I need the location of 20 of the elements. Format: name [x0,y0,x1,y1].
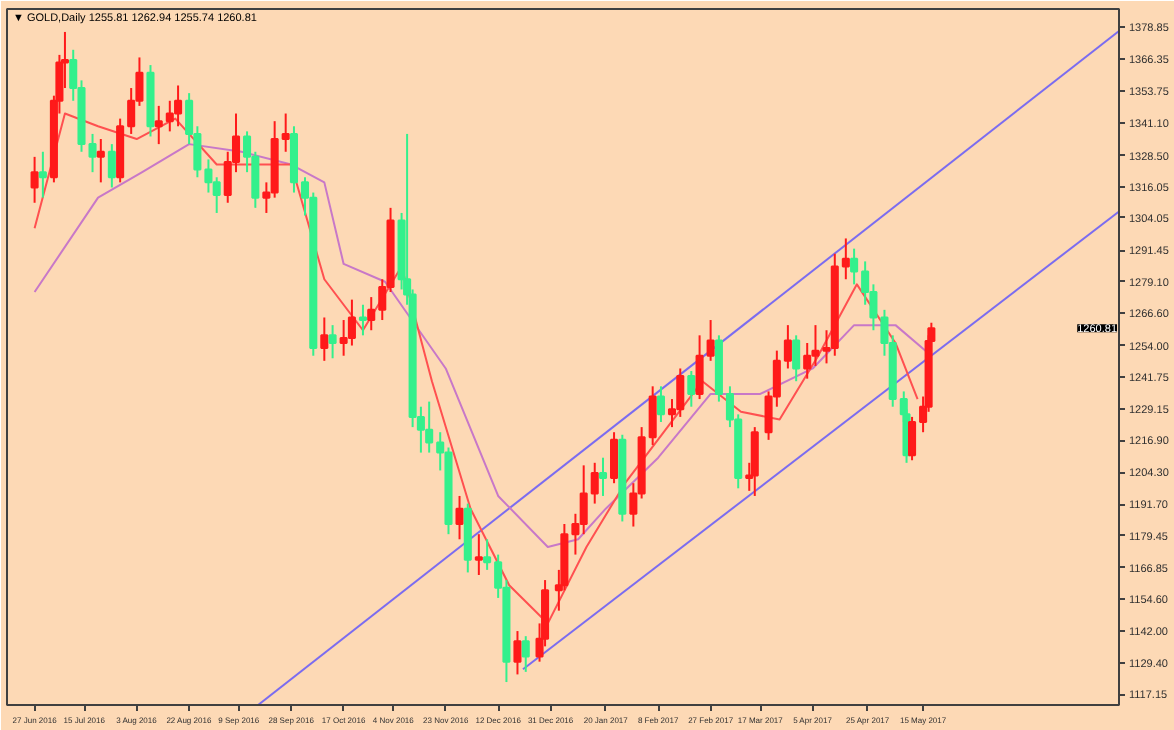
candlestick [38,150,47,199]
candlestick [598,456,608,497]
candlestick [521,635,530,673]
candlestick [96,138,105,184]
line-series [33,112,919,625]
candlestick [687,370,696,408]
candlestick [320,316,329,362]
candlestick [474,533,483,576]
candlestick [107,143,116,189]
candlestick [792,334,801,383]
candlestick [750,426,759,497]
candlestick [174,84,183,128]
candlestick [656,385,665,424]
candlestick [610,431,619,485]
candlestick [212,176,221,214]
candlestick [513,630,522,676]
candlestick [358,303,367,337]
candlestick [455,494,464,541]
candlestick [30,155,39,204]
candlestick [328,324,337,360]
